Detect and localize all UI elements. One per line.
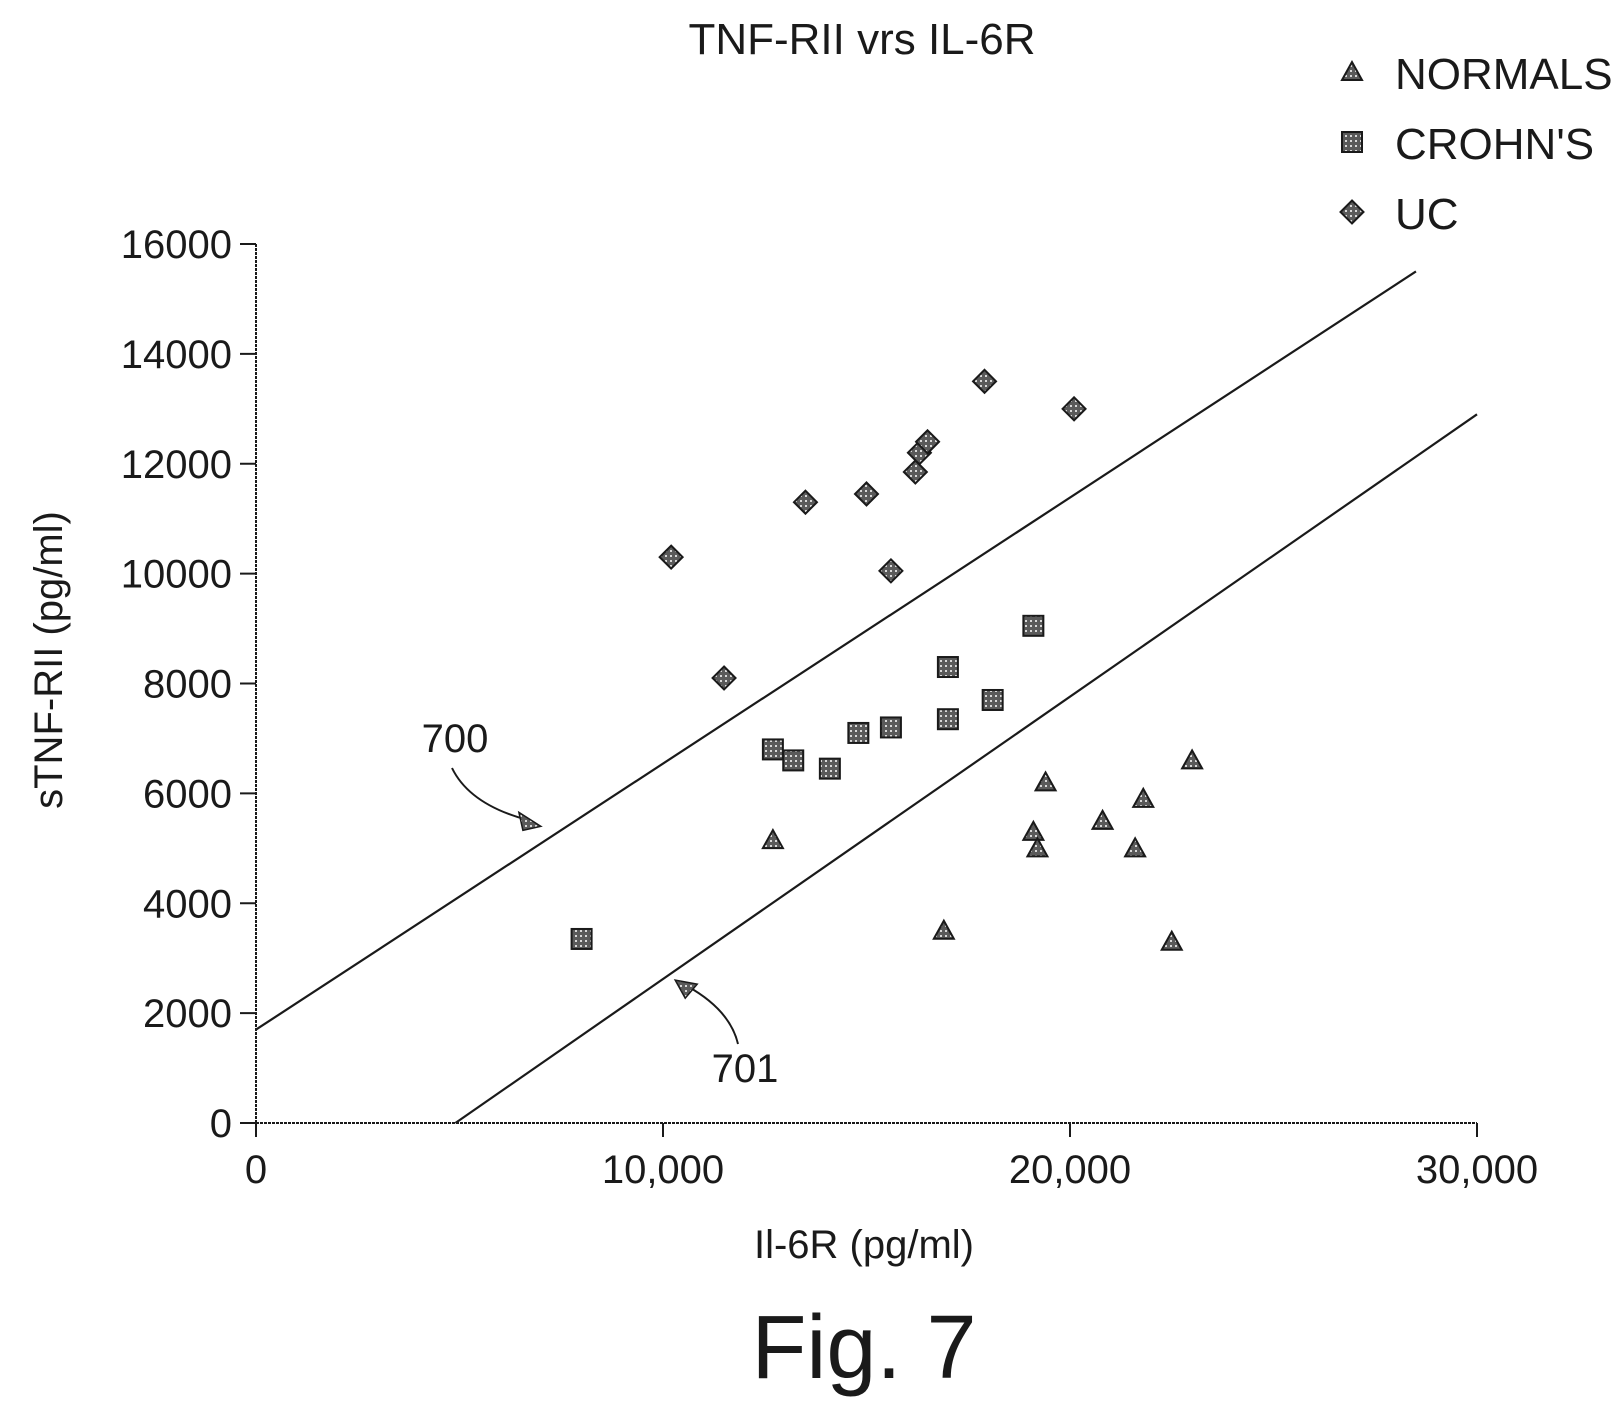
point-crohns (936, 656, 959, 679)
y-axis-ticks: 0 2000 4000 6000 8000 10000 12000 14000 16000 (121, 223, 256, 1146)
x-axis-ticks: 0 10,000 20,000 30,000 (245, 1123, 1538, 1192)
callout-label-700: 700 (422, 717, 489, 761)
point-uc (902, 459, 929, 485)
point-normals (1160, 929, 1184, 951)
point-normals (1025, 836, 1050, 858)
y-tick-label: 16000 (121, 223, 232, 267)
point-normals (1180, 748, 1204, 770)
point-crohns (936, 708, 959, 731)
chart-title: TNF-RII vrs IL-6R (688, 15, 1035, 64)
point-crohns (879, 716, 902, 739)
point-crohns (761, 738, 784, 761)
x-tick-label: 10,000 (602, 1148, 724, 1192)
legend-marker-crohns (1341, 131, 1363, 153)
callout-label-701: 701 (712, 1047, 779, 1091)
point-uc (853, 481, 880, 507)
y-axis-title: sTNF-RII (pg/ml) (27, 511, 71, 809)
y-tick-label: 6000 (143, 772, 232, 816)
figure-caption: Fig. 7 (751, 1298, 976, 1398)
point-uc (658, 544, 685, 571)
legend-label-crohns: CROHN'S (1395, 120, 1594, 169)
point-crohns (570, 927, 593, 950)
point-normals (1090, 808, 1115, 830)
y-tick-label: 14000 (121, 333, 232, 377)
axes: 0 2000 4000 6000 8000 10000 12000 14000 16000 0 1… (121, 223, 1538, 1192)
point-uc (1061, 395, 1087, 422)
legend-marker-normals (1340, 59, 1364, 81)
y-tick-label: 12000 (121, 443, 232, 487)
reference-lines (255, 270, 1478, 1124)
point-uc (792, 489, 819, 516)
y-tick-label: 2000 (143, 992, 232, 1036)
legend-marker-uc (1339, 199, 1365, 225)
y-tick-label: 10000 (121, 553, 232, 597)
data-points (570, 368, 1204, 951)
callout-arrowhead-700 (517, 810, 543, 832)
x-axis-title: Il-6R (pg/ml) (754, 1223, 974, 1267)
point-uc (711, 665, 737, 691)
point-normals (1021, 819, 1046, 841)
point-crohns (981, 688, 1004, 711)
point-uc (914, 428, 941, 455)
y-tick-label: 0 (210, 1102, 232, 1146)
callout-arrowhead-701 (673, 979, 699, 1000)
callout-leader-701 (686, 985, 739, 1045)
reference-line-700 (255, 270, 1417, 1031)
legend-label-uc: UC (1395, 190, 1459, 239)
callout-leader-700 (451, 767, 530, 822)
legend: NORMALS CROHN'S UC (1339, 50, 1613, 239)
point-normals (761, 828, 785, 850)
x-tick-label: 0 (245, 1148, 267, 1192)
y-tick-label: 4000 (143, 882, 232, 926)
x-tick-label: 20,000 (1009, 1148, 1131, 1192)
point-normals (1123, 836, 1147, 858)
callouts: 700 701 (422, 717, 779, 1091)
point-normals (932, 918, 956, 940)
point-crohns (847, 721, 870, 744)
reference-line-701 (454, 413, 1478, 1124)
x-tick-label: 30,000 (1416, 1148, 1538, 1192)
point-uc (971, 368, 998, 395)
legend-label-normals: NORMALS (1395, 50, 1613, 99)
point-normals (1033, 770, 1058, 792)
point-crohns (1022, 614, 1045, 637)
point-crohns (818, 757, 841, 780)
y-tick-label: 8000 (143, 663, 232, 707)
point-uc (878, 557, 904, 584)
point-normals (1131, 786, 1155, 808)
point-crohns (782, 749, 805, 772)
